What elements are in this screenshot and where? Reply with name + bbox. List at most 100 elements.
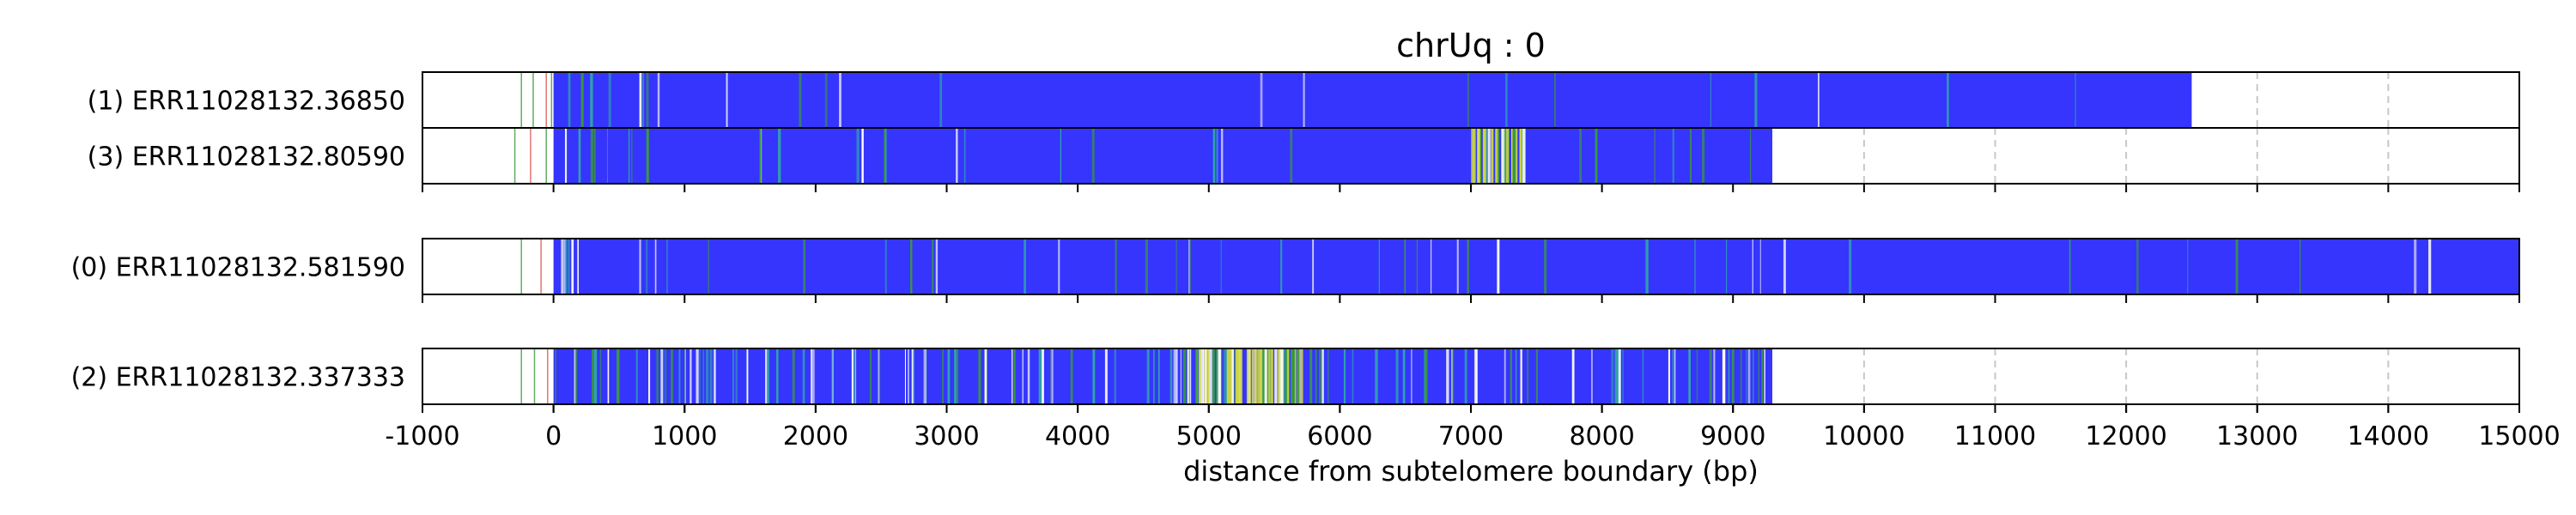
variant-stripe (666, 239, 668, 294)
variant-stripe (803, 239, 806, 294)
lead-mark (533, 348, 536, 404)
dense-stripe (1267, 348, 1272, 404)
variant-stripe (1674, 348, 1676, 404)
variant-stripe (1747, 348, 1751, 404)
variant-stripe (1352, 348, 1354, 404)
dense-stripe (1471, 128, 1474, 184)
tick-label: 3000 (914, 421, 979, 451)
variant-stripe (1343, 348, 1346, 404)
variant-stripe (1709, 348, 1712, 404)
variant-stripe (678, 348, 681, 404)
variant-stripe (1038, 348, 1042, 404)
dense-stripe (1188, 348, 1189, 404)
variant-stripe (1115, 239, 1117, 294)
dense-stripe (1505, 128, 1510, 184)
variant-stripe (1722, 348, 1726, 404)
dense-stripe (1297, 348, 1300, 404)
variant-stripe (935, 239, 939, 294)
variant-stripe (568, 72, 571, 128)
variant-stripe (2069, 239, 2071, 294)
variant-stripe (1554, 72, 1556, 128)
variant-stripe (1510, 348, 1512, 404)
variant-stripe (706, 348, 709, 404)
variant-stripe (592, 348, 594, 404)
tick-label: 14000 (2348, 421, 2429, 451)
lead-mark (530, 128, 532, 184)
dense-stripe (1216, 348, 1219, 404)
tick-label: 1000 (652, 421, 717, 451)
dense-stripe (1483, 128, 1486, 184)
variant-stripe (580, 72, 584, 128)
dense-stripe (1254, 348, 1258, 404)
tick-label: 10000 (1823, 421, 1905, 451)
variant-stripe (831, 348, 833, 404)
variant-stripe (1378, 239, 1380, 294)
variant-stripe (1746, 348, 1747, 404)
variant-stripe (1189, 239, 1191, 294)
dense-stripe (1189, 348, 1192, 404)
variant-stripe (1224, 348, 1228, 404)
variant-stripe (1535, 348, 1539, 404)
variant-stripe (1290, 128, 1293, 184)
variant-stripe (1571, 348, 1575, 404)
variant-stripe (1375, 348, 1378, 404)
variant-stripe (1783, 239, 1786, 294)
variant-stripe (2136, 239, 2139, 294)
dense-stripe (1259, 348, 1261, 404)
read-label: (3) ERR11028132.80590 (88, 142, 405, 173)
variant-stripe (908, 348, 909, 404)
tick-label: 4000 (1045, 421, 1110, 451)
variant-stripe (759, 128, 762, 184)
variant-stripe (1188, 239, 1190, 294)
variant-stripe (708, 239, 709, 294)
dense-stripe (1504, 128, 1507, 184)
variant-stripe (802, 348, 805, 404)
variant-stripe (1591, 348, 1593, 404)
variant-stripe (1694, 239, 1696, 294)
variant-stripe (765, 348, 768, 404)
variant-stripe (642, 72, 644, 128)
dense-stripe (1291, 348, 1293, 404)
variant-stripe (577, 239, 580, 294)
variant-stripe (760, 128, 762, 184)
x-axis-label: distance from subtelomere boundary (bp) (1183, 455, 1759, 488)
variant-stripe (1622, 348, 1624, 404)
variant-stripe (1615, 348, 1619, 404)
variant-stripe (1611, 348, 1614, 404)
dense-stripe (1205, 348, 1207, 404)
variant-stripe (767, 348, 769, 404)
x-axis: -1000 0 1000 2000 3000 4000 5000 6000 7000 8000 90… (385, 184, 2561, 451)
dense-stripe (1286, 348, 1290, 404)
variant-stripe (1668, 348, 1670, 404)
lead-mark (550, 72, 553, 128)
variant-stripe (599, 348, 602, 404)
variant-stripe (1645, 239, 1649, 294)
dense-stripe (1300, 348, 1303, 404)
variant-stripe (1764, 348, 1765, 404)
read-panels: (1) ERR11028132.36850 (3) ERR11028132.805… (71, 71, 2520, 405)
read-row: (2) ERR11028132.337333 (71, 348, 2520, 405)
variant-stripe (1152, 348, 1155, 404)
variant-stripe (792, 348, 795, 404)
variant-stripe (947, 348, 951, 404)
variant-stripe (1726, 239, 1728, 294)
variant-stripe (1404, 239, 1406, 294)
variant-stripe (1618, 348, 1621, 404)
variant-stripe (571, 239, 574, 294)
variant-stripe (884, 239, 887, 294)
variant-stripe (1282, 348, 1285, 404)
variant-stripe (810, 348, 813, 404)
variant-stripe (1299, 348, 1301, 404)
variant-stripe (1451, 348, 1453, 404)
variant-stripe (1947, 72, 1949, 128)
tick-label: 2000 (783, 421, 848, 451)
variant-stripe (831, 348, 834, 404)
variant-stripe (799, 72, 802, 128)
read-label: (2) ERR11028132.337333 (71, 363, 405, 393)
dense-stripe (1484, 128, 1486, 184)
variant-stripe (1424, 348, 1425, 404)
variant-stripe (646, 72, 649, 128)
variant-stripe (1114, 348, 1116, 404)
variant-stripe (1220, 348, 1223, 404)
dense-stripe (1264, 348, 1267, 404)
